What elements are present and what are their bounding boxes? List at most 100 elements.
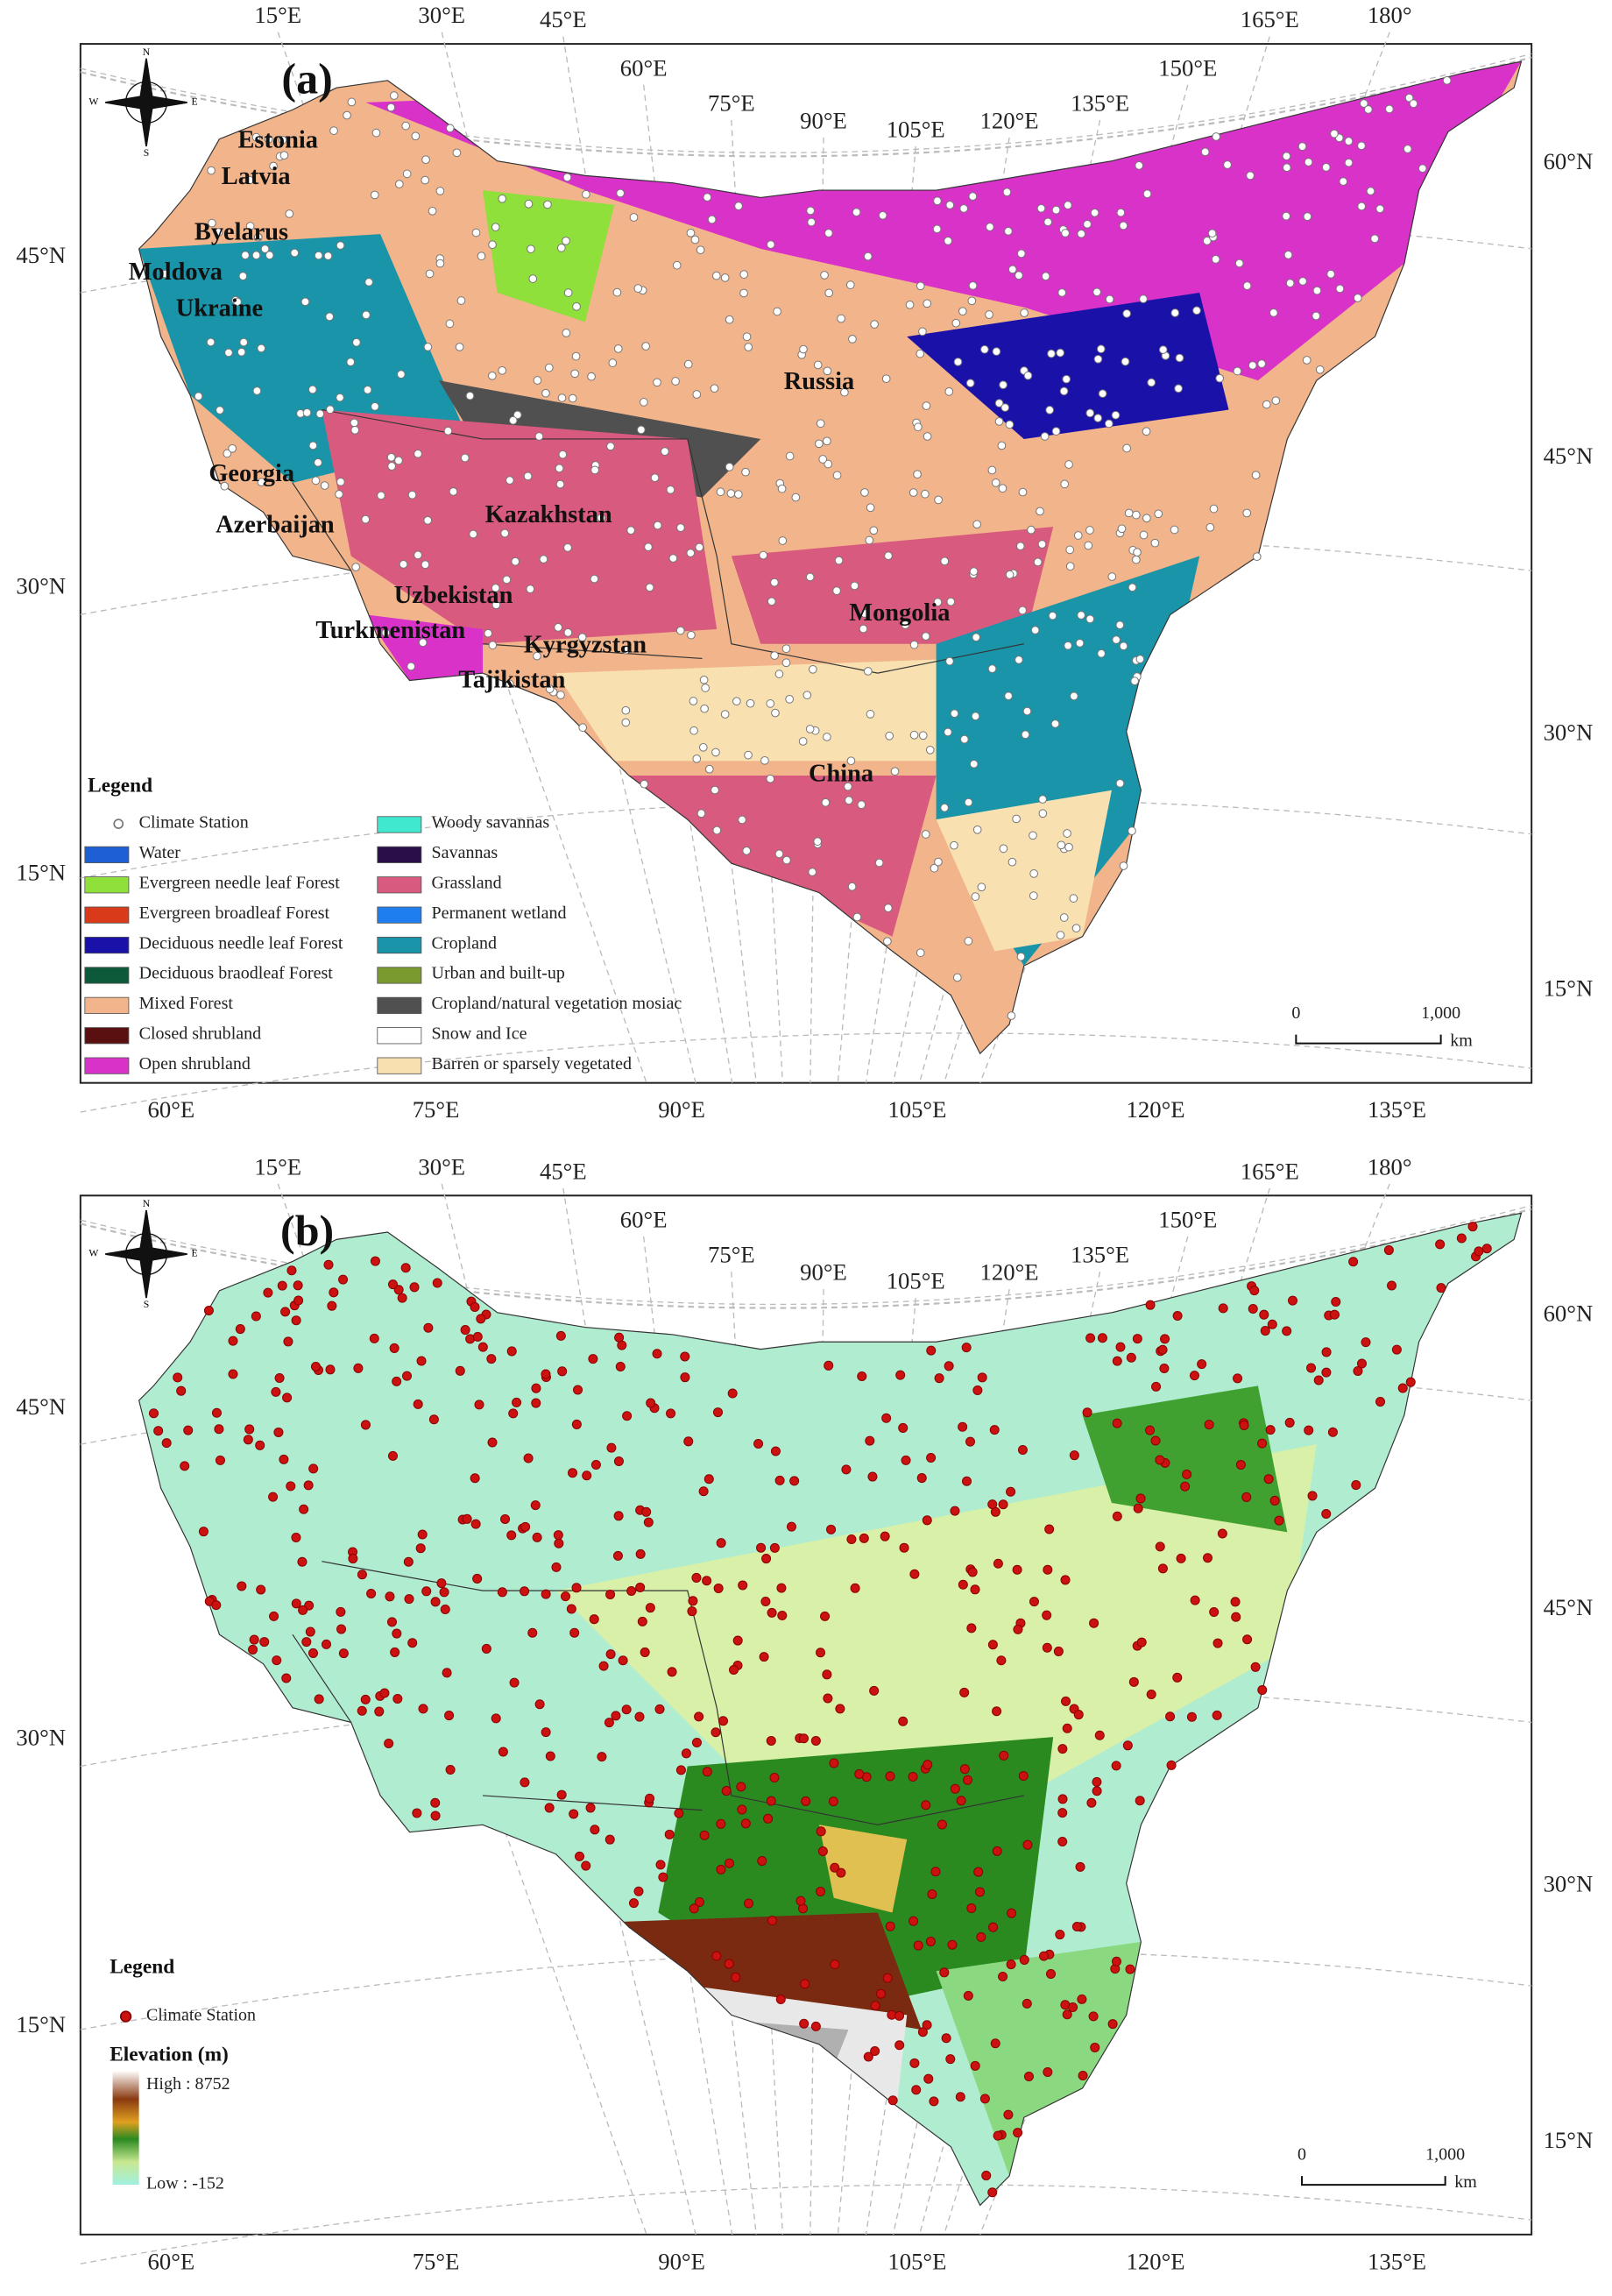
climate-station: [1190, 1595, 1200, 1605]
climate-station: [575, 1851, 585, 1861]
climate-station: [1016, 952, 1026, 961]
climate-station: [1002, 188, 1012, 197]
climate-station: [612, 1550, 623, 1561]
climate-station: [940, 556, 950, 566]
climate-station: [1077, 229, 1086, 238]
climate-station: [421, 175, 430, 185]
climate-station: [421, 155, 430, 165]
climate-station: [481, 1643, 491, 1654]
climate-station: [336, 241, 345, 250]
climate-station: [805, 572, 815, 582]
climate-station: [969, 759, 979, 769]
climate-station: [527, 1627, 538, 1638]
climate-station: [506, 1530, 517, 1541]
climate-station: [215, 1455, 225, 1465]
climate-station: [1234, 259, 1244, 268]
climate-station: [744, 1898, 754, 1909]
climate-station: [1085, 526, 1094, 535]
climate-station: [414, 550, 422, 560]
climate-station: [711, 1727, 721, 1738]
climate-station: [950, 1506, 960, 1516]
climate-station: [1033, 557, 1043, 567]
climate-station: [1097, 1333, 1107, 1343]
climate-station: [672, 260, 682, 270]
climate-station: [397, 1293, 407, 1303]
climate-station: [1057, 840, 1066, 850]
climate-station: [387, 1279, 398, 1290]
climate-station: [1008, 857, 1017, 867]
climate-station: [820, 271, 829, 280]
climate-station: [556, 244, 566, 252]
climate-station: [941, 2033, 951, 2044]
climate-station: [237, 347, 246, 357]
climate-station: [909, 730, 919, 740]
climate-station: [901, 1455, 911, 1465]
climate-station: [1242, 1634, 1253, 1645]
climate-station: [477, 252, 486, 261]
climate-station: [736, 1782, 746, 1792]
climate-station: [1018, 1771, 1029, 1782]
climate-station: [308, 441, 318, 450]
climate-station: [618, 1655, 628, 1666]
climate-station: [1375, 204, 1385, 214]
climate-station: [716, 1864, 726, 1874]
lon-label-top: 165°E: [1241, 1158, 1299, 1184]
climate-station: [1093, 414, 1103, 422]
climate-station: [869, 1685, 880, 1696]
climate-station: [1157, 1563, 1168, 1574]
lon-label-top: 90°E: [800, 1259, 847, 1286]
climate-station: [824, 229, 833, 237]
climate-station: [1223, 160, 1232, 169]
climate-station: [404, 1594, 414, 1605]
climate-station: [711, 785, 719, 795]
climate-station: [999, 844, 1008, 854]
climate-station: [777, 484, 787, 493]
legend-label: Closed shrubland: [139, 1024, 262, 1044]
climate-station: [980, 344, 989, 354]
climate-station: [244, 1424, 255, 1435]
climate-station: [557, 1366, 568, 1377]
climate-station: [604, 1834, 615, 1845]
climate-station: [1159, 1363, 1170, 1373]
climate-station: [1088, 2011, 1099, 2022]
scale-start: 0: [1291, 1003, 1300, 1023]
climate-station: [523, 471, 533, 481]
climate-station: [582, 1470, 592, 1481]
climate-station: [323, 252, 333, 260]
climate-station: [1128, 583, 1137, 592]
climate-station: [470, 1519, 481, 1529]
climate-station: [1122, 309, 1132, 318]
climate-station: [1015, 542, 1025, 551]
climate-station: [338, 1274, 349, 1285]
climate-station: [1375, 1397, 1386, 1407]
climate-station: [1209, 1607, 1220, 1618]
climate-station: [379, 1688, 390, 1698]
climate-station: [1212, 1710, 1222, 1720]
climate-station: [633, 284, 643, 293]
lat-label-left: 45°N: [16, 1393, 66, 1420]
climate-station: [1405, 1377, 1416, 1387]
legend-swatch: [377, 1027, 422, 1045]
climate-station: [286, 1265, 297, 1276]
climate-station: [512, 1397, 522, 1407]
climate-station: [291, 1315, 301, 1326]
elevation-high: High : 8752: [146, 2074, 230, 2094]
climate-station: [1180, 1481, 1191, 1492]
climate-station: [806, 206, 816, 216]
climate-station: [645, 1793, 655, 1803]
climate-station: [1248, 361, 1257, 370]
climate-station: [666, 485, 675, 494]
climate-station: [621, 718, 631, 727]
climate-station: [887, 2095, 898, 2106]
lat-label-left: 30°N: [16, 1725, 66, 1751]
legend-swatch: [377, 846, 422, 863]
climate-station: [950, 840, 958, 850]
climate-station: [238, 272, 248, 280]
climate-station: [432, 1278, 442, 1288]
climate-station: [635, 1548, 646, 1559]
lon-label-top: 105°E: [887, 1268, 945, 1294]
climate-station: [987, 1640, 998, 1650]
climate-station: [500, 528, 510, 538]
legend-label: Water: [139, 843, 181, 862]
climate-station: [698, 1486, 709, 1497]
